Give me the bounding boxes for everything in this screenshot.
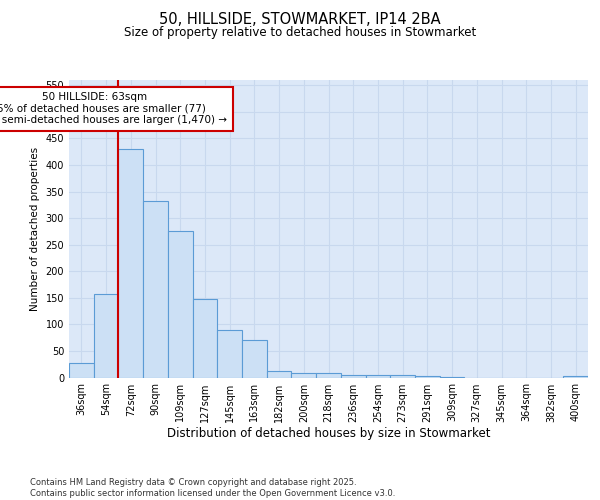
X-axis label: Distribution of detached houses by size in Stowmarket: Distribution of detached houses by size …: [167, 428, 490, 440]
Bar: [118, 149, 143, 378]
Bar: [217, 330, 242, 378]
Bar: [267, 371, 292, 378]
Bar: [94, 294, 118, 378]
Bar: [69, 362, 94, 378]
Bar: [440, 377, 464, 378]
Bar: [341, 375, 365, 378]
Bar: [242, 340, 267, 378]
Bar: [193, 300, 217, 378]
Text: Size of property relative to detached houses in Stowmarket: Size of property relative to detached ho…: [124, 26, 476, 39]
Bar: [143, 200, 168, 378]
Bar: [316, 372, 341, 378]
Y-axis label: Number of detached properties: Number of detached properties: [30, 146, 40, 311]
Bar: [563, 376, 588, 378]
Bar: [365, 375, 390, 378]
Bar: [415, 376, 440, 378]
Bar: [168, 232, 193, 378]
Text: 50, HILLSIDE, STOWMARKET, IP14 2BA: 50, HILLSIDE, STOWMARKET, IP14 2BA: [159, 12, 441, 28]
Bar: [292, 372, 316, 378]
Text: 50 HILLSIDE: 63sqm
← 5% of detached houses are smaller (77)
94% of semi-detached: 50 HILLSIDE: 63sqm ← 5% of detached hous…: [0, 92, 227, 126]
Bar: [390, 375, 415, 378]
Text: Contains HM Land Registry data © Crown copyright and database right 2025.
Contai: Contains HM Land Registry data © Crown c…: [30, 478, 395, 498]
